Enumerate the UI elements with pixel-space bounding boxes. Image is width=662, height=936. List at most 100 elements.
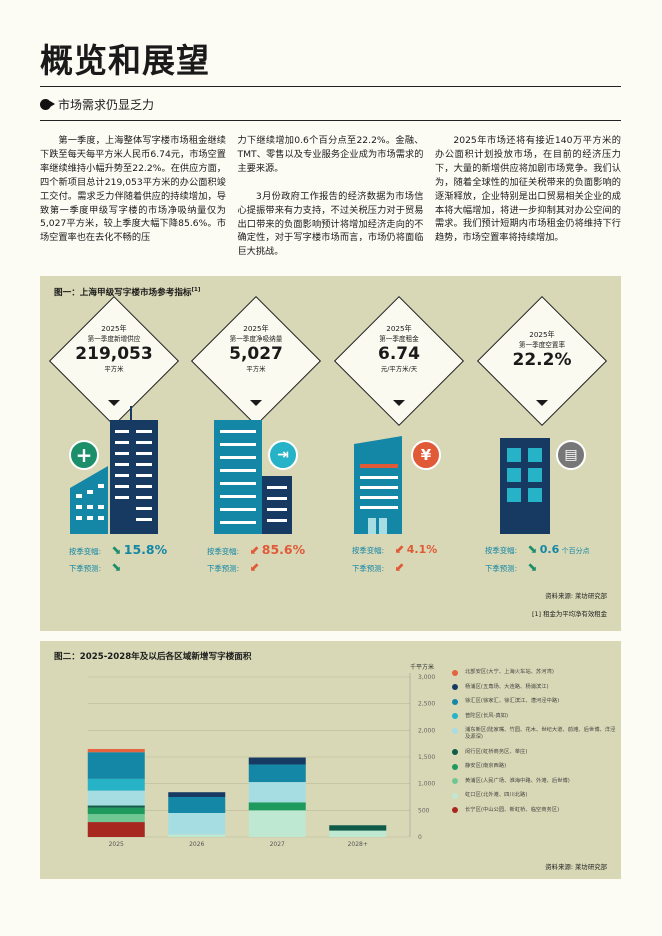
- indicator-value: 22.2%: [512, 350, 572, 370]
- y-tick-label: 500: [418, 807, 430, 814]
- legend-swatch: [452, 727, 458, 734]
- indicator-year: 2025年: [386, 324, 412, 333]
- indicator-unit: 平方米: [104, 365, 124, 373]
- body-column-2: 力下继续增加0.6个百分点至22.2%。金融、TMT、零售以及专业服务企业成为市…: [238, 134, 424, 259]
- indicator-net-absorption: 2025年 第一季度净吸纳量 5,027 平方米: [190, 295, 322, 442]
- forecast-rent: 下季预测: ⬋: [352, 560, 404, 574]
- arrow-down-icon: ⬋: [249, 560, 260, 574]
- legend-swatch: [452, 698, 458, 705]
- forecast-absorption: 下季预测: ⬋: [207, 560, 259, 574]
- arrow-down-icon: ⬊: [527, 542, 538, 556]
- arrow-down-icon: ⬊: [527, 560, 538, 574]
- bar-segment: [87, 807, 145, 815]
- body-column-3: 2025年市场还将有接近140万平方米的办公面积计划投放市场，在目前的经济压力下…: [435, 134, 621, 259]
- x-tick-label: 2027: [270, 841, 285, 848]
- bar-segment: [248, 782, 306, 803]
- indicator-value: 6.74: [378, 344, 420, 364]
- arrow-down-icon: ⬊: [111, 543, 122, 557]
- legend-item: 黄浦区(人民广场、淮海中路、外滩、后世博): [452, 778, 617, 785]
- indicator-value: 5,027: [229, 344, 283, 364]
- indicator-vacancy: 2025年 第一季度空置率 22.2%: [476, 295, 608, 442]
- forecast-label: 下季预测:: [207, 564, 240, 573]
- legend-swatch: [452, 792, 458, 799]
- arrow-down-icon: ⬋: [394, 542, 405, 556]
- figure-1-footnote: [1] 租金为平均净有效租金: [532, 610, 607, 618]
- stacked-bar-chart: 0 500 1,000 1,500 2,000 2,500 3,000 千平方米 2025 202…: [87, 663, 435, 848]
- figure-1-title-footnote-mark: [1]: [191, 287, 201, 294]
- indicator-year: 2025年: [101, 324, 127, 333]
- down-pointer-icon: [536, 400, 548, 406]
- y-tick-label: 2,500: [418, 701, 435, 708]
- yuan-icon: ¥: [411, 440, 441, 470]
- body-paragraph: 2025年市场还将有接近140万平方米的办公面积计划投放市场，在目前的经济压力下…: [435, 135, 621, 244]
- y-tick-label: 0: [418, 834, 422, 841]
- door-exit-icon: ⇥: [268, 440, 298, 470]
- forecast-label: 下季预测:: [69, 564, 102, 573]
- qoq-unit: 个百分点: [561, 547, 590, 555]
- body-columns: 第一季度，上海整体写字楼市场租金继续下跌至每天每平方米人民币6.74元，市场空置…: [40, 134, 621, 259]
- qoq-change-supply: 按季变幅: ⬊ 15.8%: [69, 542, 167, 557]
- y-tick-label: 1,000: [418, 781, 435, 788]
- legend-label: 长宁区(中山公园、新虹桥、临空商务区): [465, 806, 560, 813]
- y-axis-unit: 千平方米: [410, 663, 434, 671]
- legend-swatch: [452, 778, 458, 784]
- legend-swatch: [452, 749, 458, 755]
- page-title: 概览和展望: [40, 41, 210, 80]
- bar-segment: [87, 822, 145, 837]
- x-tick-label: 2026: [189, 841, 204, 848]
- qoq-label: 按季变幅:: [485, 546, 518, 555]
- qoq-value: 85.6%: [261, 542, 306, 557]
- down-pointer-icon: [393, 400, 405, 406]
- building-illustration-2: [214, 420, 292, 534]
- arrow-down-icon: ⬋: [249, 543, 260, 557]
- legend-swatch: [452, 713, 458, 719]
- indicator-label: 第一季度新增供应: [87, 335, 141, 343]
- qoq-label: 按季变幅:: [69, 547, 102, 556]
- legend-item: 普陀区(长风-真如): [452, 713, 617, 720]
- qoq-change-rent: 按季变幅: ⬋ 4.1%: [352, 542, 437, 556]
- indicator-label: 第一季度租金: [379, 335, 419, 343]
- figure-1-source: 资料来源: 莱坊研究部: [545, 592, 607, 600]
- figure-2-source: 资料来源: 莱坊研究部: [545, 863, 607, 871]
- bar-segment: [168, 813, 226, 835]
- legend-item: 长宁区(中山公园、新虹桥、临空商务区): [452, 807, 617, 814]
- legend-label: 浦东新区(陆家嘴、竹园、花木、世纪大道、前滩、后世博、洋泾及源深): [465, 727, 616, 740]
- bar-segment: [329, 830, 387, 837]
- section-rule: [40, 120, 621, 121]
- section-heading: 市场需求仍显乏力: [40, 96, 154, 113]
- legend-label: 静安区(南京西路): [465, 763, 507, 769]
- legend-swatch: [452, 669, 458, 676]
- indicator-value: 219,053: [75, 344, 153, 364]
- bar-segment: [87, 778, 145, 791]
- bar-segment: [168, 834, 226, 837]
- bar-segment: [248, 764, 306, 783]
- legend-label: 闵行区(虹桥商务区、莘庄): [465, 748, 528, 755]
- indicator-label: 第一季度空置率: [518, 341, 566, 349]
- arrow-down-icon: ⬋: [394, 560, 405, 574]
- arrow-down-icon: ⬊: [111, 560, 122, 574]
- legend-item: 北部安区(大宁、上海火车站、苏河湾): [452, 669, 617, 676]
- indicator-label: 第一季度净吸纳量: [229, 335, 283, 343]
- legend-swatch: [452, 763, 458, 770]
- bar-segment: [87, 749, 145, 753]
- indicator-year: 2025年: [529, 330, 555, 339]
- bar-segment: [87, 752, 145, 779]
- legend-label: 北部安区(大宁、上海火车站、苏河湾): [465, 669, 554, 675]
- x-tick-label: 2025: [109, 841, 124, 848]
- bar-segment: [248, 757, 306, 765]
- indicator-unit: 元/平方米/天: [380, 365, 418, 373]
- building-illustration-3: [354, 436, 402, 534]
- bar-segment: [87, 805, 145, 808]
- legend-swatch: [452, 807, 458, 813]
- indicator-unit: 平方米: [246, 365, 266, 373]
- indicator-rent: 2025年 第一季度租金 6.74 元/平方米/天: [333, 295, 465, 442]
- figure-1-title: 图一：上海甲级写字楼市场参考指标[1]: [54, 286, 200, 298]
- building-illustration-1: [70, 406, 158, 534]
- forecast-vacancy: 下季预测: ⬊: [485, 560, 537, 574]
- qoq-label: 按季变幅:: [207, 547, 240, 556]
- chart-legend: 北部安区(大宁、上海火车站、苏河湾) 杨浦区(五角场、大连路、杨浦滨江) 徐汇区(徐…: [452, 669, 617, 821]
- qoq-change-vacancy: 按季变幅: ⬊ 0.6 个百分点: [485, 542, 590, 556]
- body-column-1: 第一季度，上海整体写字楼市场租金继续下跌至每天每平方米人民币6.74元，市场空置…: [40, 134, 226, 259]
- figure-2-title: 图二：2025-2028年及以后各区域新增写字楼面积: [54, 652, 252, 662]
- down-pointer-icon: [108, 400, 120, 406]
